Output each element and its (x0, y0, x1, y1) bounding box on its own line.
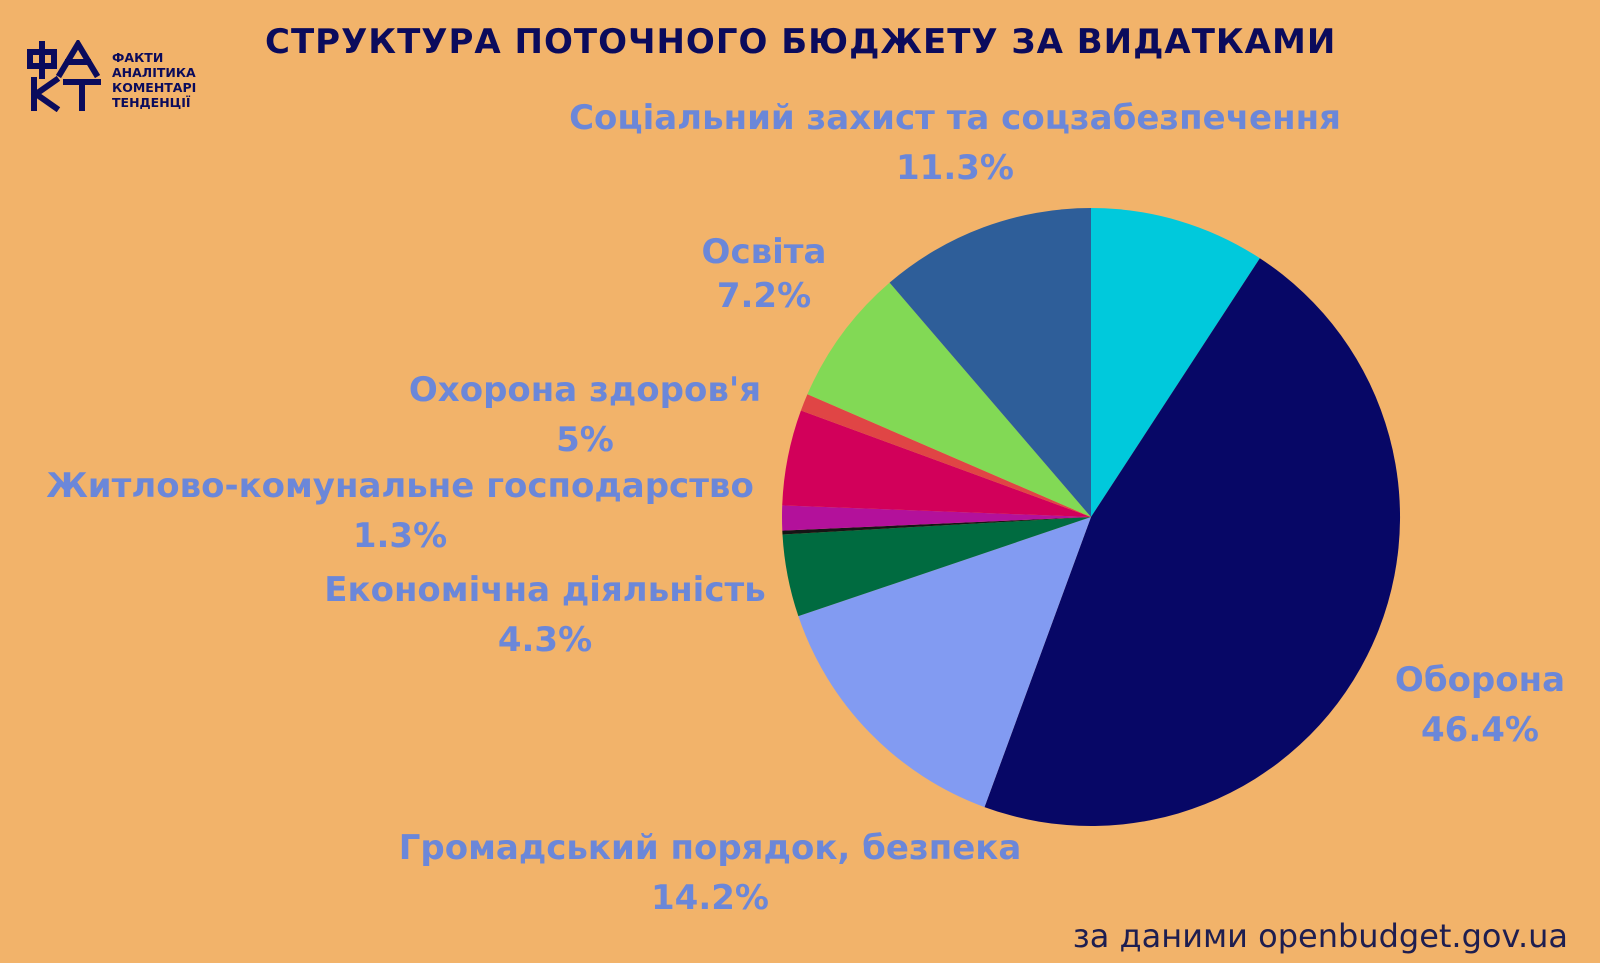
label-education-name: Освіта (701, 232, 827, 272)
label-education-value: 7.2% (716, 276, 812, 316)
logo-line-4: ТЕНДЕНЦІЇ (112, 95, 191, 110)
label-education: Освіта 7.2% (664, 232, 864, 316)
pie-slice-8 (807, 282, 1091, 517)
label-housing-name: Житлово-комунальне господарство (46, 466, 754, 506)
pie-slice-1 (984, 258, 1401, 827)
logo-line-3: КОМЕНТАРІ (112, 80, 197, 95)
pie-slice-3 (782, 517, 1091, 617)
label-public-order: Громадський порядок, безпека 14.2% (390, 828, 1030, 918)
label-housing: Житлово-комунальне господарство 1.3% (20, 466, 780, 556)
logo-text: ФАКТИ АНАЛІТИКА КОМЕНТАРІ ТЕНДЕНЦІЇ (112, 50, 196, 110)
label-social: Соціальний захист та соцзабезпечення 11.… (560, 98, 1350, 188)
label-health-value: 5% (556, 420, 614, 460)
label-economic: Економічна діяльність 4.3% (320, 570, 770, 660)
label-defense-name: Оборона (1394, 660, 1566, 700)
label-housing-value: 1.3% (352, 516, 448, 556)
label-defense: Оборона 46.4% (1380, 660, 1580, 750)
logo-line-1: ФАКТИ (112, 50, 164, 65)
logo: ФАКТИ АНАЛІТИКА КОМЕНТАРІ ТЕНДЕНЦІЇ (26, 38, 216, 116)
pie-slice-2 (798, 517, 1091, 808)
fakt-logo-icon (27, 38, 101, 113)
pie-slice-5 (782, 505, 1091, 531)
label-social-name: Соціальний захист та соцзабезпечення (569, 98, 1341, 138)
label-defense-value: 46.4% (1421, 710, 1539, 750)
label-health-name: Охорона здоров'я (408, 370, 762, 410)
label-public-order-name: Громадський порядок, безпека (398, 828, 1022, 868)
label-public-order-value: 14.2% (651, 878, 769, 918)
label-economic-value: 4.3% (497, 620, 593, 660)
pie-slice-0 (1091, 208, 1260, 517)
label-economic-name: Економічна діяльність (324, 570, 766, 610)
label-social-value: 11.3% (896, 148, 1014, 188)
logo-line-2: АНАЛІТИКА (112, 65, 196, 80)
pie-slice-7 (800, 394, 1091, 517)
data-source-note: за даними openbudget.gov.ua (1072, 917, 1568, 955)
chart-title: СТРУКТУРА ПОТОЧНОГО БЮДЖЕТУ ЗА ВИДАТКАМИ (265, 22, 1337, 62)
label-health: Охорона здоров'я 5% (390, 370, 780, 460)
pie-slice-4 (782, 517, 1091, 535)
pie-slice-9 (889, 208, 1091, 517)
pie-slice-6 (782, 410, 1091, 517)
